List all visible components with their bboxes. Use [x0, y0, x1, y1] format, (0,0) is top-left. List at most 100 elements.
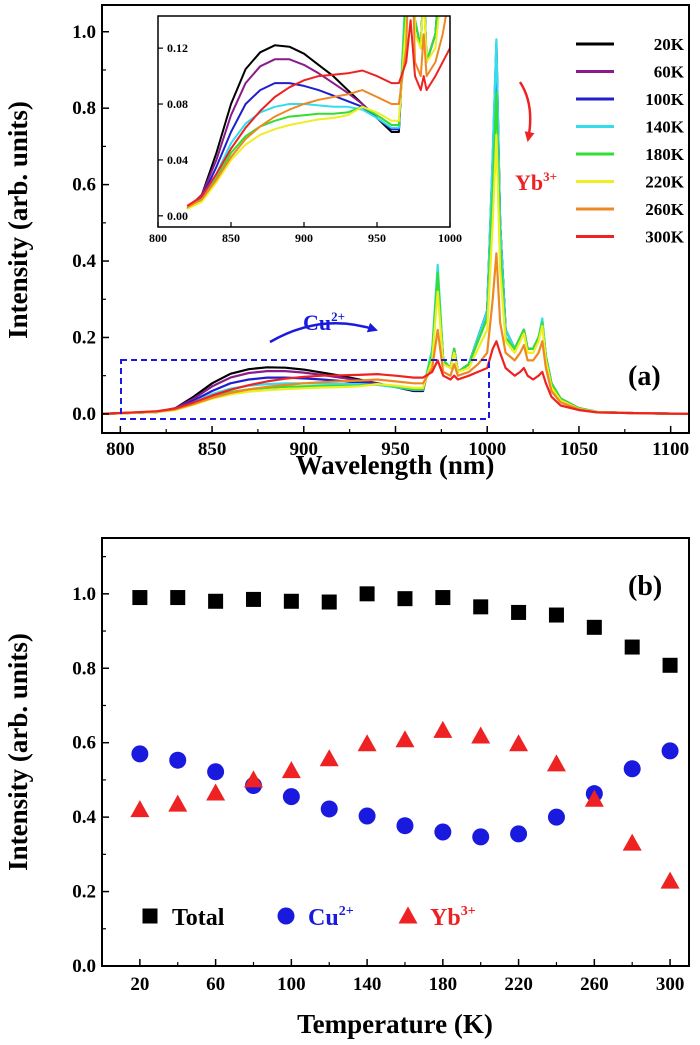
point-cu [282, 788, 300, 806]
y-tick-label: 0.0 [72, 404, 96, 425]
legend-label-220K: 220K [645, 173, 685, 192]
x-tick-label: 220 [504, 974, 533, 995]
point-total [132, 590, 148, 606]
panel-a-y-ticks: 0.0 0.2 0.4 0.6 0.8 1.0 [72, 22, 109, 425]
x-tick-label: 260 [580, 974, 609, 995]
panel-b-y-axis-title: Intensity (arb. units) [3, 633, 33, 871]
yb-decrease-arrow [518, 81, 535, 142]
legend-marker-total [142, 908, 158, 924]
inset-x-tick-label: 1000 [438, 231, 462, 245]
y-tick-label: 0.4 [72, 807, 96, 828]
point-cu [661, 742, 679, 760]
point-total [586, 619, 602, 635]
series-line-60K [102, 45, 689, 415]
panel-b: 20 60 100 140 180 220 260 300 0.0 0.2 0.4 0.6 0.8 1.… [3, 537, 690, 1039]
legend-label-total: Total [172, 905, 225, 931]
x-tick-label: 900 [290, 439, 319, 460]
point-total [208, 593, 224, 609]
point-yb [319, 749, 339, 767]
point-cu [358, 807, 376, 825]
panel-a-label: (a) [628, 361, 661, 392]
point-yb [509, 734, 529, 752]
point-yb [660, 871, 680, 889]
inset-y-tick-label: 0.04 [167, 153, 188, 167]
x-tick-label: 800 [106, 439, 135, 460]
inset-series [186, 16, 450, 210]
x-tick-label: 300 [656, 974, 685, 995]
x-tick-label: 140 [353, 974, 382, 995]
point-cu [169, 751, 187, 769]
point-cu [207, 763, 225, 781]
y-tick-label: 1.0 [72, 22, 96, 43]
y-tick-label: 0.2 [72, 882, 96, 903]
inset-series-line-220K [186, 16, 440, 210]
point-total [548, 607, 564, 623]
series-line-220K [102, 133, 689, 415]
legend-label-60K: 60K [654, 63, 685, 82]
x-tick-label: 20 [130, 974, 149, 995]
point-cu [472, 828, 490, 846]
legend-marker-cu [277, 907, 295, 925]
point-cu [434, 823, 452, 841]
panel-b-legend: Total Cu2+ Yb3+ [142, 904, 476, 931]
panel-b-series [130, 586, 680, 889]
inset-x-tick-label: 850 [222, 231, 240, 245]
inset-series-line-300K [186, 19, 450, 207]
yb-annotation: Yb3+ [515, 169, 557, 195]
inset-y-tick-label: 0.12 [167, 41, 188, 55]
legend-label-300K: 300K [645, 228, 685, 247]
legend-marker-yb [398, 906, 418, 924]
series-line-300K [102, 340, 689, 415]
point-yb [281, 761, 301, 779]
zoom-region-box [120, 359, 490, 420]
legend-label-140K: 140K [645, 118, 685, 137]
panel-a: 800 850 900 950 1000 1050 1100 0.0 0.2 0.4 0.6 0.8… [3, 4, 690, 480]
point-total [170, 590, 186, 606]
inset-x-tick-label: 800 [149, 231, 167, 245]
point-cu [510, 825, 528, 843]
point-total [473, 599, 489, 615]
inset-y-tick-label: 0.08 [167, 97, 188, 111]
panel-b-label: (b) [628, 571, 662, 602]
point-total [359, 586, 375, 602]
point-total [435, 590, 451, 606]
point-total [397, 591, 413, 607]
inset-series-line-260K [186, 16, 447, 209]
y-tick-label: 0.2 [72, 327, 96, 348]
y-tick-label: 0.6 [72, 175, 96, 196]
panel-b-x-axis-title: Temperature (K) [297, 1009, 493, 1039]
inset-x-tick-label: 950 [368, 231, 386, 245]
series-line-180K [102, 91, 689, 415]
y-tick-label: 0.8 [72, 658, 96, 679]
point-yb [168, 794, 188, 812]
panel-a-plot-frame [101, 4, 690, 434]
inset-series-line-180K [186, 16, 438, 210]
point-cu [396, 817, 414, 835]
point-yb [357, 734, 377, 752]
y-tick-label: 0.0 [72, 956, 96, 977]
point-yb [546, 754, 566, 772]
inset-y-ticks: 0.00 0.04 0.08 0.12 [158, 41, 188, 223]
legend-label-180K: 180K [645, 145, 685, 164]
point-total [245, 591, 261, 607]
point-yb [395, 730, 415, 748]
point-total [662, 657, 678, 673]
legend-label-100K: 100K [645, 90, 685, 109]
point-yb [433, 720, 453, 738]
point-yb [622, 833, 642, 851]
x-tick-label: 850 [198, 439, 227, 460]
inset-x-tick-label: 900 [295, 231, 313, 245]
y-tick-label: 0.4 [72, 251, 96, 272]
point-cu [547, 808, 565, 826]
x-tick-label: 1100 [652, 439, 689, 460]
point-total [624, 639, 640, 655]
panel-b-plot-frame [101, 537, 690, 967]
x-tick-label: 180 [429, 974, 458, 995]
panel-a-x-ticks: 800 850 900 950 1000 1050 1100 [106, 426, 689, 460]
point-total [511, 604, 527, 620]
panel-b-x-ticks: 20 60 100 140 180 220 260 300 [130, 959, 684, 995]
point-yb [584, 789, 604, 807]
legend-label-yb: Yb3+ [430, 904, 476, 931]
x-tick-label: 100 [277, 974, 306, 995]
panel-a-x-axis-title: Wavelength (nm) [296, 450, 495, 480]
